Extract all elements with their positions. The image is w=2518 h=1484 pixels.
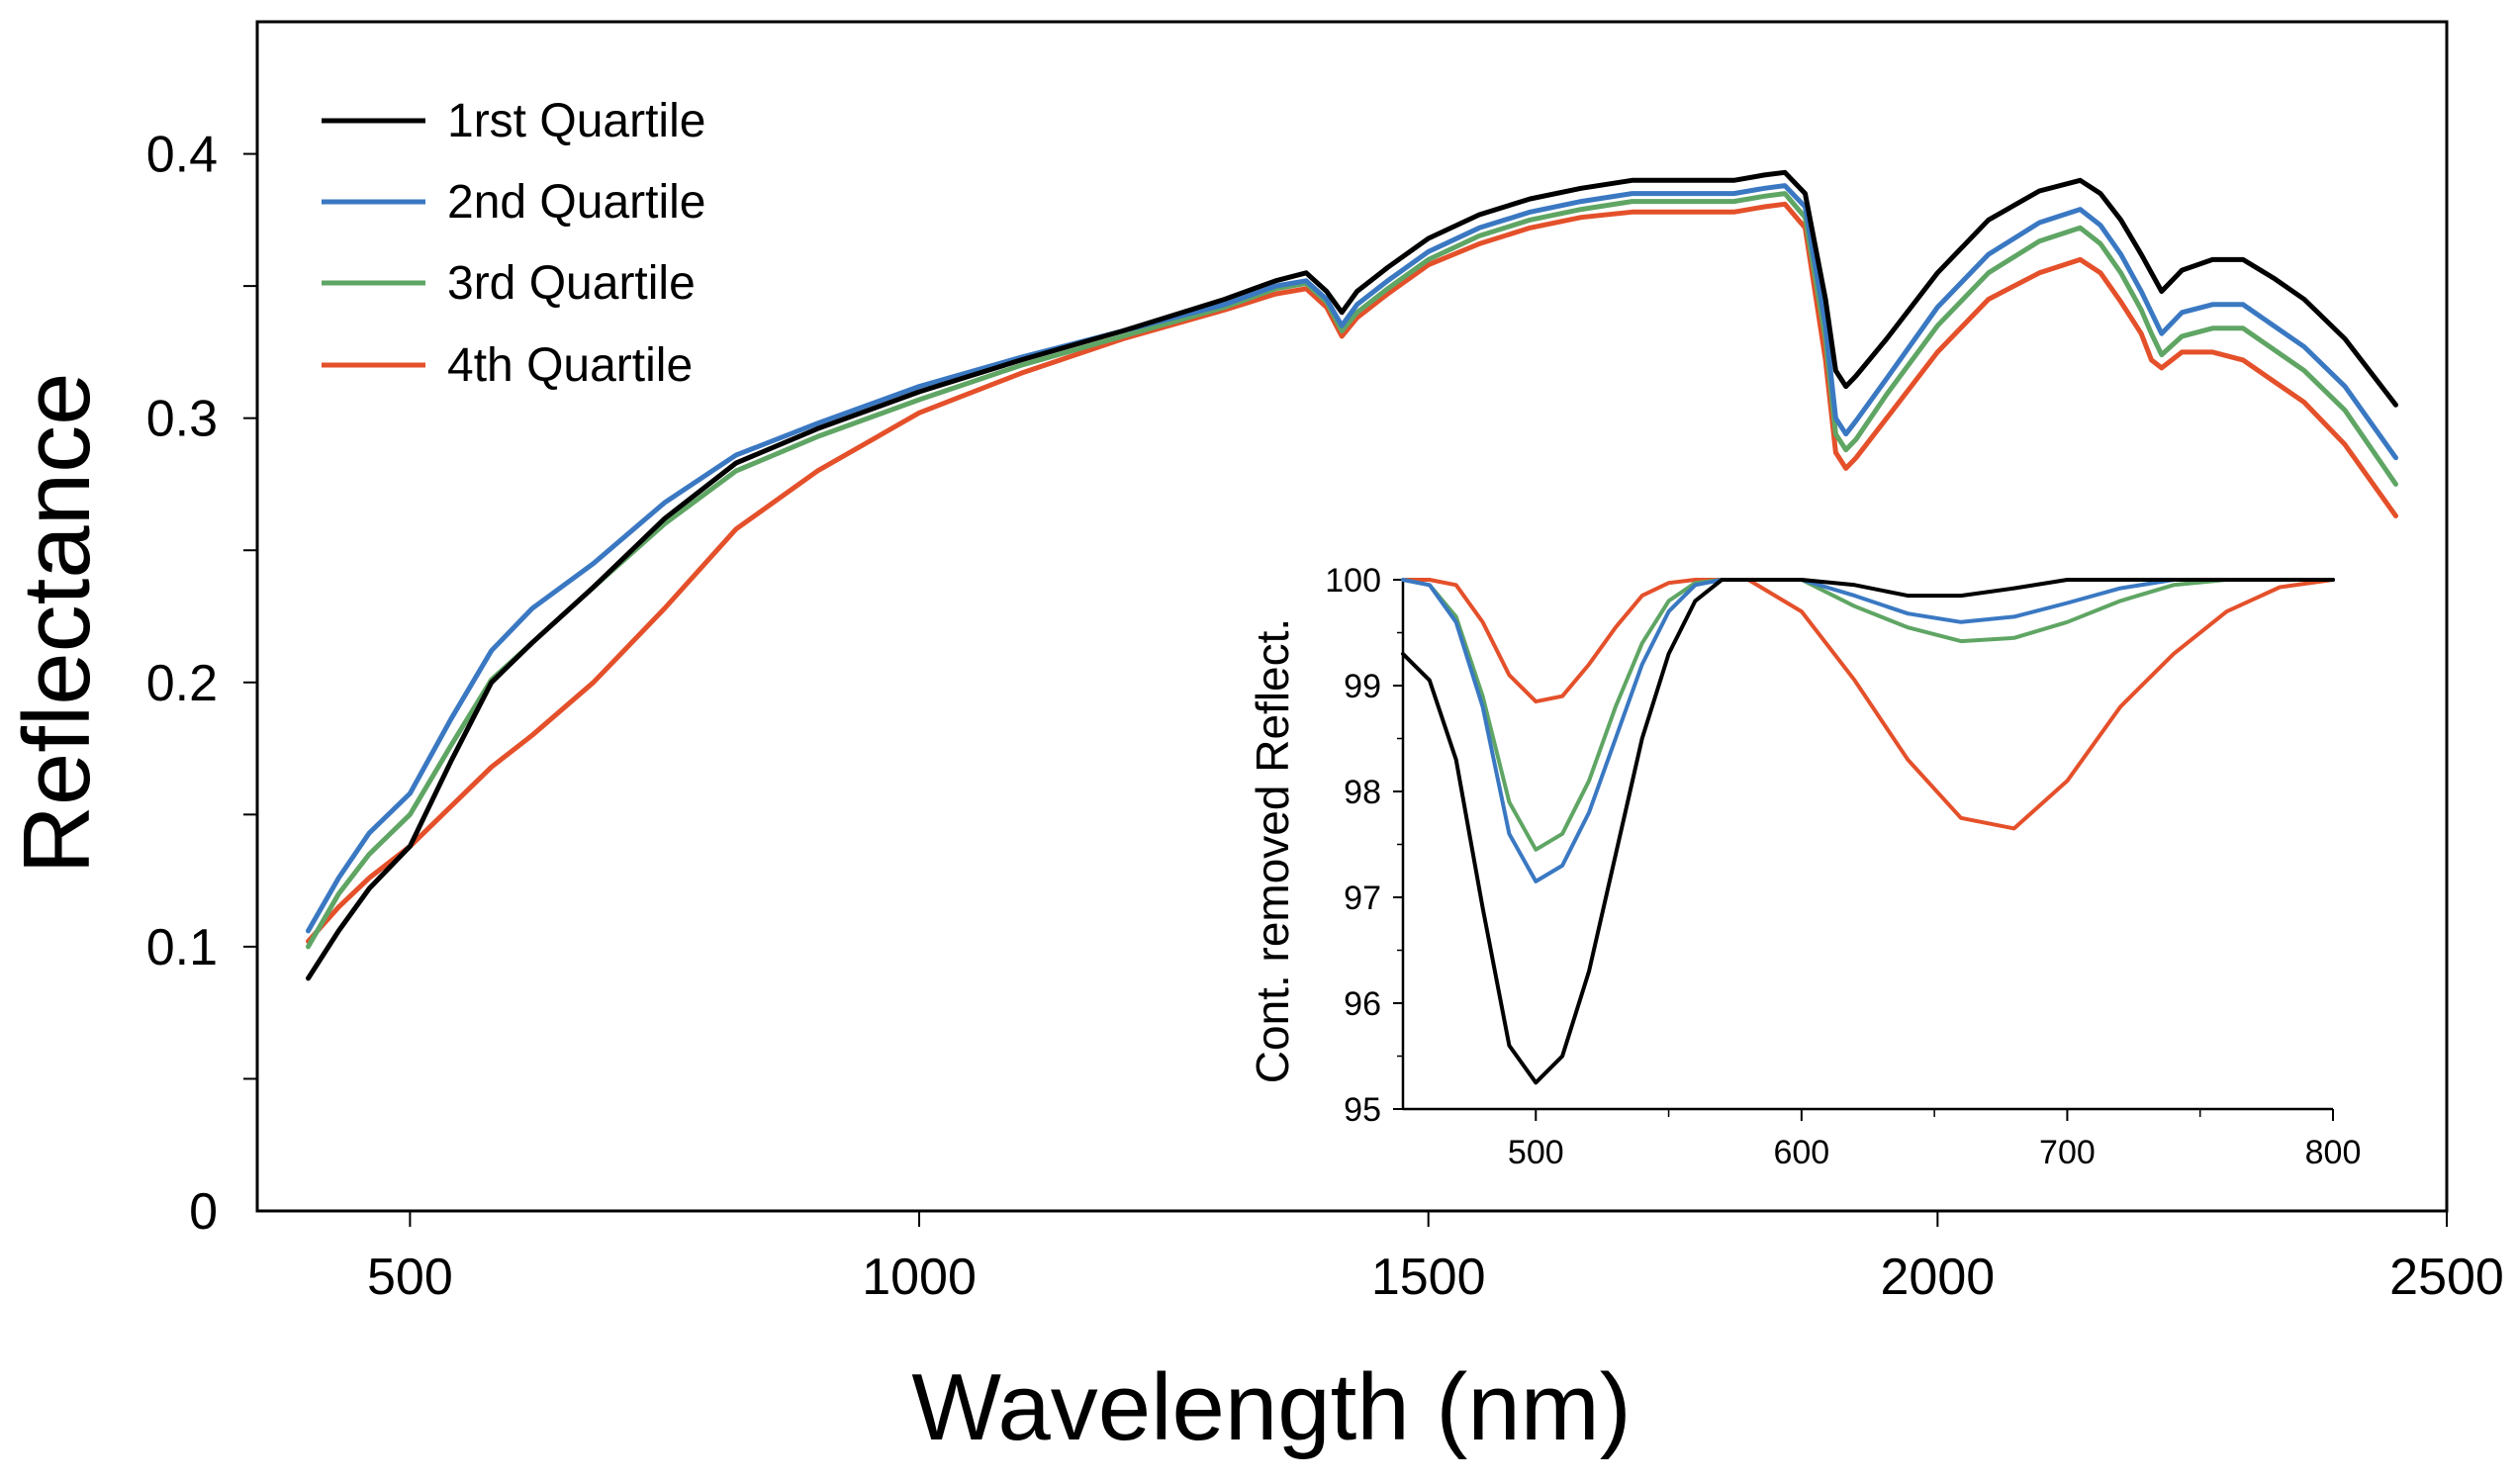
main-series-line-2 (306, 183, 2398, 934)
inset-x-tick-label: 700 (2039, 1134, 2096, 1171)
inset-x-axis: 500 600 700 800 (1508, 1109, 2361, 1171)
legend-label-1: 1rst Quartile (447, 95, 705, 147)
main-y-axis: 0 0.1 0.2 0.3 0.4 (146, 127, 257, 1241)
main-y-axis-title: Reflectance (4, 373, 110, 875)
inset-y-axis-title: Cont. removed Reflect. (1247, 618, 1298, 1083)
main-x-tick-label: 1500 (1371, 1249, 1486, 1306)
main-series-line-3 (306, 191, 2398, 950)
main-y-tick-label: 0.2 (146, 655, 218, 712)
inset-y-axis: 95 96 97 98 99 100 (1325, 562, 1403, 1129)
inset-y-tick-label: 98 (1344, 774, 1381, 811)
main-plot: 0 0.1 0.2 0.3 0.4 500 1000 1500 2000 2500 Wavele… (4, 20, 2504, 1460)
inset-plot: 95 96 97 98 99 100 500 600 700 800 Cont. removed… (1247, 562, 2361, 1171)
main-x-tick-label: 2000 (1881, 1249, 1996, 1306)
main-series-group (306, 169, 2398, 981)
inset-series-group (1401, 578, 2335, 1085)
inset-x-tick-label: 600 (1773, 1134, 1829, 1171)
inset-series-line-1 (1401, 578, 2335, 1085)
inset-y-tick-label: 96 (1344, 985, 1381, 1023)
legend-label-3: 3rd Quartile (447, 257, 696, 310)
main-y-tick-label: 0.3 (146, 391, 218, 448)
main-x-axis-title: Wavelength (nm) (911, 1354, 1631, 1460)
main-y-tick-label: 0.1 (146, 919, 218, 976)
legend-item-3: 3rd Quartile (322, 257, 696, 310)
main-y-tick-label: 0 (189, 1183, 218, 1241)
main-x-tick-label: 500 (367, 1249, 453, 1306)
inset-y-tick-label: 95 (1344, 1091, 1381, 1129)
legend-item-2: 2nd Quartile (322, 176, 706, 229)
legend-item-4: 4th Quartile (322, 339, 693, 392)
main-x-axis: 500 1000 1500 2000 2500 (367, 1211, 2504, 1306)
inset-y-tick-label: 97 (1344, 880, 1381, 917)
main-x-tick-label: 1000 (862, 1249, 977, 1306)
inset-x-tick-label: 500 (1508, 1134, 1564, 1171)
legend-label-2: 2nd Quartile (447, 176, 706, 229)
main-plot-frame (255, 20, 2449, 1213)
legend-label-4: 4th Quartile (447, 339, 693, 392)
legend-item-1: 1rst Quartile (322, 95, 705, 147)
main-series-line-1 (306, 169, 2398, 981)
inset-x-tick-label: 800 (2305, 1134, 2362, 1171)
main-series-line-4 (306, 201, 2398, 944)
inset-y-tick-label: 99 (1344, 668, 1381, 705)
main-x-tick-label: 2500 (2389, 1249, 2504, 1306)
main-y-tick-label: 0.4 (146, 127, 218, 184)
legend: 1rst Quartile 2nd Quartile 3rd Quartile … (322, 95, 706, 392)
inset-y-tick-label: 100 (1325, 562, 1381, 600)
inset-background (1403, 580, 2333, 1109)
